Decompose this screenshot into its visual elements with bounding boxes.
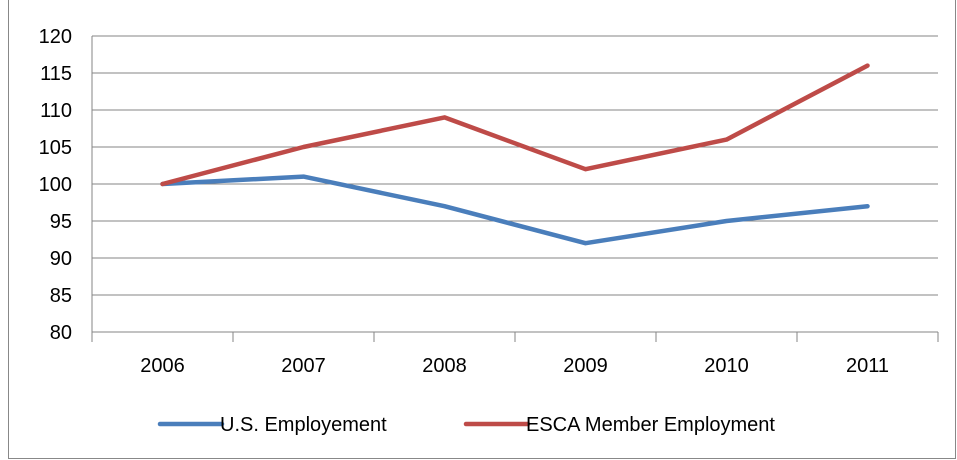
- series-line-1: [160, 63, 870, 187]
- y-axis-tick-labels: 80 85 90 95 100 105 110 115 120: [39, 26, 72, 344]
- y-tick-label: 85: [50, 285, 72, 307]
- x-tick-label: 2010: [704, 355, 749, 377]
- x-tick-label: 2009: [563, 355, 608, 377]
- x-tick-label: 2006: [140, 355, 185, 377]
- gridlines: [92, 35, 938, 333]
- x-tick-label: 2008: [422, 355, 467, 377]
- legend-label: ESCA Member Employment: [526, 414, 775, 436]
- y-tick-label: 95: [50, 211, 72, 233]
- series-line-0: [160, 174, 870, 246]
- x-tick-label: 2011: [846, 355, 889, 377]
- x-tick-label: 2007: [281, 355, 326, 377]
- axes: [91, 36, 939, 342]
- x-axis-tick-labels: 2006 2007 2008 2009 2010 2011: [140, 355, 889, 377]
- chart-frame: [8, 0, 956, 459]
- y-tick-label: 105: [39, 137, 72, 159]
- y-tick-label: 120: [39, 26, 72, 48]
- y-tick-label: 115: [40, 63, 72, 85]
- y-tick-label: 80: [50, 322, 72, 344]
- y-tick-label: 110: [40, 100, 72, 122]
- series-lines: [160, 63, 870, 246]
- y-tick-label: 90: [50, 248, 72, 270]
- legend-label: U.S. Employement: [220, 414, 387, 436]
- y-tick-label: 100: [39, 174, 72, 196]
- legend: U.S. Employement ESCA Member Employment: [157, 414, 775, 436]
